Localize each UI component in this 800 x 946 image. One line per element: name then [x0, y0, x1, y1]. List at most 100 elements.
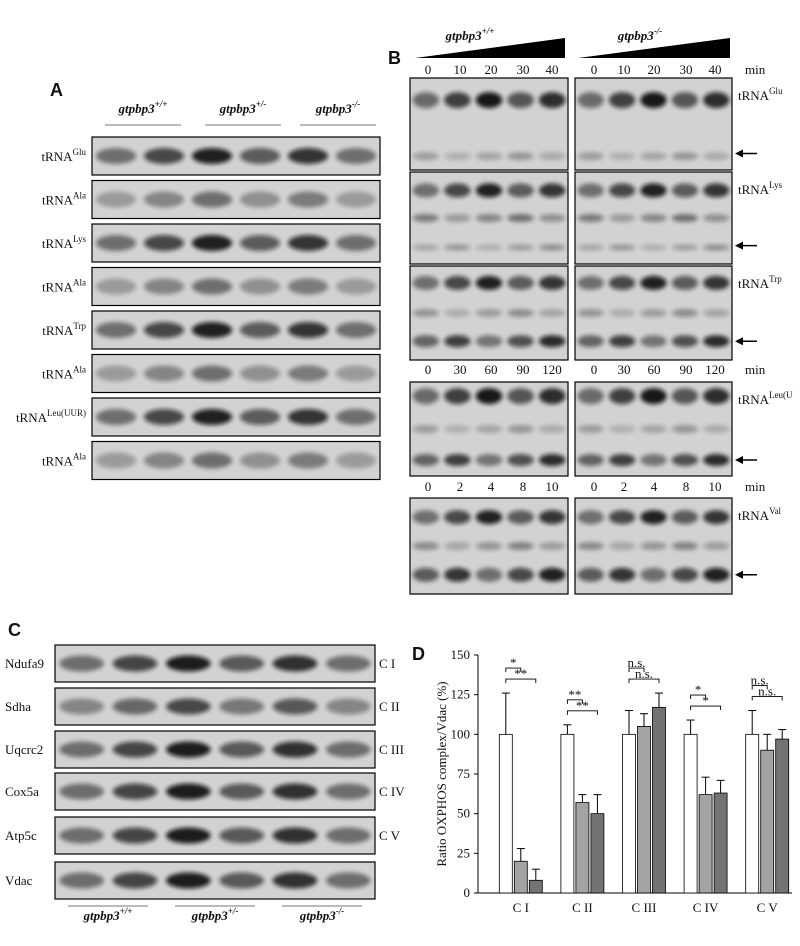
band [287, 191, 329, 208]
band [640, 335, 667, 348]
band [608, 152, 636, 161]
band [577, 214, 604, 222]
row-label: tRNAGlu [738, 86, 783, 103]
band [143, 235, 185, 251]
band [538, 510, 566, 525]
band [143, 452, 185, 469]
band [272, 655, 318, 672]
band [640, 244, 667, 251]
band [538, 152, 566, 161]
blot [91, 397, 381, 437]
band [219, 827, 265, 844]
time-label: 120 [705, 362, 725, 377]
significance-bracket [690, 705, 722, 711]
band [507, 454, 534, 467]
time-label: 4 [651, 479, 658, 494]
band [95, 235, 137, 251]
band [640, 567, 667, 582]
band [703, 510, 730, 525]
band [608, 244, 636, 251]
error-bar [748, 710, 757, 735]
band [538, 542, 566, 550]
band [325, 827, 371, 844]
band [640, 275, 667, 290]
label-base: tRNA [42, 236, 74, 251]
band [112, 655, 158, 672]
band [95, 365, 137, 382]
band [272, 698, 318, 715]
band [640, 388, 667, 405]
band [287, 278, 329, 295]
band [608, 425, 636, 433]
time-unit: min [745, 62, 766, 77]
time-label: 10 [454, 62, 467, 77]
band [191, 278, 233, 295]
label-sup: Trp [769, 274, 782, 284]
band [143, 278, 185, 295]
band [577, 309, 604, 317]
label-sup: Glu [73, 147, 87, 157]
significance-label: n.s. [758, 684, 776, 699]
band [475, 542, 503, 550]
label-sup: Ala [73, 365, 86, 375]
band [287, 365, 329, 382]
label-base: gtpbp3 [315, 101, 353, 116]
band [287, 322, 329, 338]
gradient-wedge [578, 38, 730, 58]
band [219, 783, 265, 800]
band [538, 92, 566, 109]
band [444, 542, 471, 550]
band [703, 92, 730, 109]
row-label: tRNAAla [42, 365, 86, 382]
band [538, 275, 566, 290]
row-label: tRNAAla [42, 452, 86, 469]
band [475, 214, 503, 222]
band [412, 454, 440, 467]
label-base: gtpbp3 [219, 101, 257, 116]
time-label: 4 [488, 479, 495, 494]
time-label: 10 [618, 62, 631, 77]
time-label: 90 [680, 362, 693, 377]
label-base: tRNA [41, 149, 73, 164]
row-label: tRNAAla [42, 191, 86, 208]
band [219, 872, 265, 889]
label-sup: Leu(U [769, 390, 793, 400]
bar [622, 733, 636, 894]
y-tick-label: 100 [451, 726, 471, 741]
label-sup: +/- [256, 99, 267, 109]
label-sup: Val [769, 506, 781, 516]
band [219, 698, 265, 715]
significance-label: ** [514, 666, 527, 681]
band [608, 388, 636, 405]
band [538, 244, 566, 251]
x-tick-label: C I [513, 900, 529, 915]
band [191, 235, 233, 251]
band [444, 425, 471, 433]
band [671, 454, 699, 467]
band [703, 567, 730, 582]
bar [513, 860, 528, 894]
error-bar [593, 794, 602, 814]
band [59, 655, 105, 672]
bar [745, 733, 760, 894]
band [538, 214, 566, 222]
band [239, 365, 281, 382]
band [191, 409, 233, 425]
bar [575, 802, 590, 894]
band [475, 275, 503, 290]
band [143, 191, 185, 208]
arrow-head [735, 570, 743, 579]
time-label: 8 [520, 479, 527, 494]
band [671, 244, 699, 251]
label-base: tRNA [738, 392, 770, 407]
error-bar [578, 794, 587, 803]
band [412, 542, 440, 550]
time-label: 0 [591, 362, 598, 377]
time-label: 0 [425, 62, 432, 77]
complex-label: C III [379, 742, 404, 757]
band [95, 409, 137, 425]
time-label: 10 [546, 479, 559, 494]
band [335, 322, 377, 338]
band [577, 244, 604, 251]
